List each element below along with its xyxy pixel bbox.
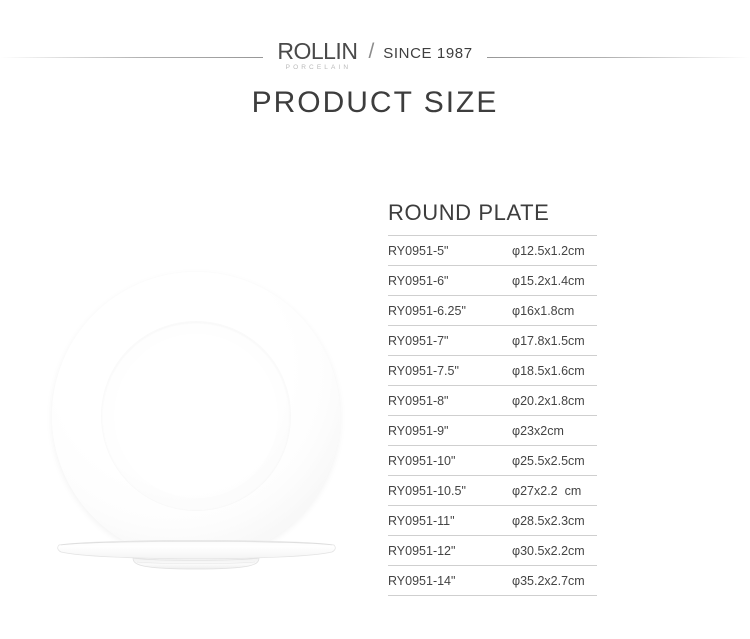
product-code-cell: RY0951-10" (388, 445, 512, 476)
table-row: RY0951-10.5" φ27x2.2 cm (388, 475, 597, 506)
spec-table-title: ROUND PLATE (388, 200, 550, 225)
spec-table: RY0951-5" φ12.5x1.2cm RY0951-6" φ15.2x1.4cm… (388, 235, 597, 596)
table-row: RY0951-6" φ15.2x1.4cm (388, 265, 597, 296)
table-row: RY0951-6.25" φ16x1.8cm (388, 295, 597, 326)
product-dimension-cell: φ12.5x1.2cm (512, 235, 597, 266)
brand-header: ROLLIN PORCELAIN / SINCE 1987 (0, 38, 750, 74)
table-row: RY0951-7" φ17.8x1.5cm (388, 325, 597, 356)
product-code-cell: RY0951-11" (388, 505, 512, 536)
product-code-cell: RY0951-8" (388, 385, 512, 416)
plate-well (113, 333, 279, 499)
product-dimension-cell: φ27x2.2 cm (512, 475, 597, 506)
product-code-cell: RY0951-14" (388, 565, 512, 596)
table-row: RY0951-14" φ35.2x2.7cm (388, 565, 597, 596)
table-row: RY0951-5" φ12.5x1.2cm (388, 235, 597, 266)
product-code-cell: RY0951-10.5" (388, 475, 512, 506)
plate-side-view (57, 540, 336, 570)
product-code-cell: RY0951-12" (388, 535, 512, 566)
product-dimension-cell: φ16x1.8cm (512, 295, 597, 326)
product-code-cell: RY0951-6" (388, 265, 512, 296)
product-code-cell: RY0951-7.5" (388, 355, 512, 386)
plate-top-view (52, 272, 340, 560)
product-dimension-cell: φ18.5x1.6cm (512, 355, 597, 386)
product-dimension-cell: φ35.2x2.7cm (512, 565, 597, 596)
header-rule-left (0, 56, 264, 58)
plate-rim (102, 322, 290, 510)
table-row: RY0951-12" φ30.5x2.2cm (388, 535, 597, 566)
logo-wordmark: ROLLIN (277, 38, 358, 65)
slash-separator: / (368, 40, 375, 64)
product-code-cell: RY0951-7" (388, 325, 512, 356)
brand-lockup: ROLLIN PORCELAIN / SINCE 1987 (263, 40, 486, 72)
product-dimension-cell: φ30.5x2.2cm (512, 535, 597, 566)
table-row: RY0951-10" φ25.5x2.5cm (388, 445, 597, 476)
logo-subtitle: PORCELAIN (285, 64, 352, 72)
product-dimension-cell: φ23x2cm (512, 415, 597, 446)
product-code-cell: RY0951-9" (388, 415, 512, 446)
product-dimension-cell: φ15.2x1.4cm (512, 265, 597, 296)
spec-panel: ROUND PLATE RY0951-5" φ12.5x1.2cm RY0951-6… (388, 200, 597, 596)
table-row: RY0951-11" φ28.5x2.3cm (388, 505, 597, 536)
header-rule-right (486, 56, 750, 58)
product-dimension-cell: φ28.5x2.3cm (512, 505, 597, 536)
since-label: SINCE 1987 (383, 45, 473, 63)
product-code-cell: RY0951-5" (388, 235, 512, 266)
product-image (52, 272, 357, 580)
table-row: RY0951-9" φ23x2cm (388, 415, 597, 446)
table-row: RY0951-7.5" φ18.5x1.6cm (388, 355, 597, 386)
product-dimension-cell: φ20.2x1.8cm (512, 385, 597, 416)
spec-table-body: RY0951-5" φ12.5x1.2cm RY0951-6" φ15.2x1.4cm… (388, 235, 597, 596)
product-dimension-cell: φ17.8x1.5cm (512, 325, 597, 356)
product-dimension-cell: φ25.5x2.5cm (512, 445, 597, 476)
table-row: RY0951-8" φ20.2x1.8cm (388, 385, 597, 416)
rollin-logo: ROLLIN PORCELAIN (277, 38, 358, 72)
page-title: PRODUCT SIZE (251, 86, 499, 119)
product-code-cell: RY0951-6.25" (388, 295, 512, 326)
